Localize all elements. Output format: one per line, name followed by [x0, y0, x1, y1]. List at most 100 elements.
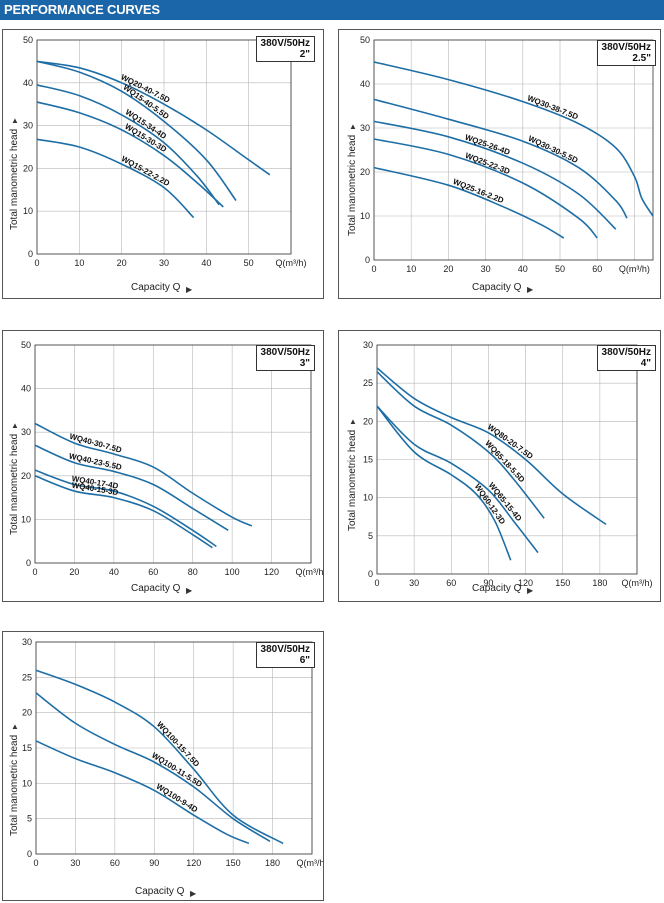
- y-tick-label: 0: [365, 255, 370, 265]
- y-tick-label: 15: [363, 455, 373, 465]
- x-tick-label: 20: [117, 258, 127, 268]
- series-line-wq30-38-7.5d: [373, 61, 654, 217]
- x-axis-label: Capacity Q: [135, 886, 185, 897]
- series-line-wq15-22-2.2d: [36, 138, 195, 219]
- x-tick-label: 40: [201, 258, 211, 268]
- series-line-wq40-30-7.5d: [34, 422, 253, 527]
- x-tick-label: 0: [32, 567, 37, 577]
- x-tick-label: Q(m³/h): [276, 258, 307, 268]
- y-tick-label: 30: [363, 340, 373, 350]
- x-tick-label: 120: [518, 578, 533, 588]
- series-line-wq100-15-7.5d: [35, 669, 284, 845]
- y-tick-label: 0: [27, 849, 32, 859]
- spec-box: 380V/50Hz 4": [596, 345, 656, 371]
- x-tick-label: 60: [148, 567, 158, 577]
- y-axis-label: Total manometric head: [9, 734, 20, 836]
- series-line-wq20-40-7.5d: [36, 60, 271, 176]
- y-tick-label: 50: [21, 340, 31, 350]
- y-tick-label: 15: [22, 743, 32, 753]
- x-arrow-icon: ▶: [527, 586, 534, 595]
- spec-size: 3": [299, 358, 310, 369]
- y-axis-label: Total manometric head: [9, 433, 20, 535]
- plot-area: [35, 641, 313, 855]
- series-label: WQ30-38-7.5D: [526, 93, 580, 121]
- spec-box: 380V/50Hz 2.5": [596, 40, 656, 66]
- spec-voltage: 380V/50Hz: [601, 42, 651, 53]
- x-tick-label: 0: [34, 258, 39, 268]
- y-tick-label: 20: [22, 708, 32, 718]
- y-axis-label: Total manometric head: [347, 134, 358, 236]
- y-tick-label: 30: [360, 123, 370, 133]
- x-tick-label: 0: [371, 264, 376, 274]
- chart-2-5-inch: 0 10 20 30 40 50 60 Q(m³/h) 0 10 20 30 40 50 ▶ ▲ WQ30-38…: [349, 35, 654, 294]
- y-tick-label: 50: [23, 35, 33, 45]
- series-line-wq40-17-4d: [34, 469, 217, 548]
- y-arrow-icon: ▲: [11, 421, 19, 430]
- x-axis-label: Capacity Q: [472, 583, 522, 594]
- x-tick-label: 180: [592, 578, 607, 588]
- x-tick-label: 150: [555, 578, 570, 588]
- y-tick-label: 20: [363, 416, 373, 426]
- x-tick-label: 120: [186, 858, 201, 868]
- series-line-wq65-18-5.5d: [376, 371, 545, 519]
- x-tick-label: 0: [33, 858, 38, 868]
- chart-panel-2-inch: 0 10 20 30 40 50 Q(m³/h) 0 10 20 30 40 50 ▶ ▲ WQ20-40-7…: [2, 29, 324, 299]
- y-tick-label: 10: [23, 206, 33, 216]
- series-label: WQ30-30-5.5D: [527, 134, 580, 165]
- x-tick-label: 80: [188, 567, 198, 577]
- y-tick-label: 0: [368, 569, 373, 579]
- y-tick-label: 5: [27, 814, 32, 824]
- chart-panel-4-inch: 0 30 60 90 120 150 180 Q(m³/h) 0 5 10 15 20 25 30 ▶ ▲ WQ8…: [338, 330, 661, 602]
- series-line-wq100-11-5.5d: [35, 692, 271, 842]
- spec-size: 2": [299, 49, 310, 60]
- chart-panel-3-inch: 020406080100120Q(m³/h)01020304050▶▲WQ40-…: [2, 330, 324, 602]
- x-tick-label: 90: [483, 578, 493, 588]
- y-tick-label: 10: [22, 778, 32, 788]
- x-tick-label: Q(m³/h): [619, 264, 650, 274]
- y-arrow-icon: ▲: [11, 116, 19, 125]
- y-tick-label: 30: [21, 427, 31, 437]
- plot-area: [373, 39, 654, 261]
- x-tick-label: 90: [149, 858, 159, 868]
- x-tick-label: 20: [69, 567, 79, 577]
- spec-size: 2.5": [632, 53, 651, 64]
- x-tick-label: 30: [159, 258, 169, 268]
- y-tick-label: 20: [360, 167, 370, 177]
- x-axis-label: Capacity Q: [472, 282, 522, 293]
- chart-2-inch: 0 10 20 30 40 50 Q(m³/h)01020304050▶▲WQ20-40-7…: [11, 35, 307, 294]
- chart-4-inch: 0 30 60 90 120 150 180 Q(m³/h)051015202530▶▲WQ8…: [349, 340, 653, 595]
- spec-size: 6": [299, 655, 310, 666]
- y-tick-label: 0: [26, 558, 31, 568]
- x-tick-label: Q(m³/h): [297, 858, 324, 868]
- series-line-wq60-12-3d: [376, 405, 512, 561]
- y-arrow-icon: ▲: [11, 722, 19, 731]
- series-line-wq15-40-5.5d: [36, 60, 237, 201]
- x-tick-label: 60: [110, 858, 120, 868]
- series-line-wq80-20-7.5d: [376, 367, 607, 526]
- x-tick-label: 60: [592, 264, 602, 274]
- x-tick-label: 10: [74, 258, 84, 268]
- series-label: WQ15-22-2.2D: [120, 154, 172, 188]
- chart-6-inch: 0306090120150180Q(m³/h)051015202530▶▲WQ1…: [11, 637, 324, 898]
- x-tick-label: 50: [555, 264, 565, 274]
- series-label: WQ25-16-2.2D: [452, 177, 506, 205]
- x-tick-label: 120: [264, 567, 279, 577]
- x-tick-label: 0: [374, 578, 379, 588]
- y-axis-label: Total manometric head: [9, 128, 20, 230]
- series-line-wq40-15-3d: [34, 475, 213, 549]
- plot-area: [36, 39, 292, 255]
- series-line-wq40-23-5.5d: [34, 444, 229, 531]
- y-axis-label: Total manometric head: [347, 429, 358, 531]
- x-tick-label: 40: [109, 567, 119, 577]
- y-tick-label: 40: [360, 79, 370, 89]
- spec-voltage: 380V/50Hz: [260, 644, 310, 655]
- series-line-wq30-30-5.5d: [373, 98, 628, 219]
- plot-area: [34, 344, 312, 564]
- spec-box: 380V/50Hz 3": [255, 345, 315, 371]
- y-tick-label: 40: [23, 78, 33, 88]
- y-tick-label: 20: [23, 163, 33, 173]
- x-arrow-icon: ▶: [186, 285, 193, 294]
- x-arrow-icon: ▶: [186, 586, 193, 595]
- series-line-wq15-30-3d: [36, 101, 224, 208]
- y-tick-label: 10: [363, 493, 373, 503]
